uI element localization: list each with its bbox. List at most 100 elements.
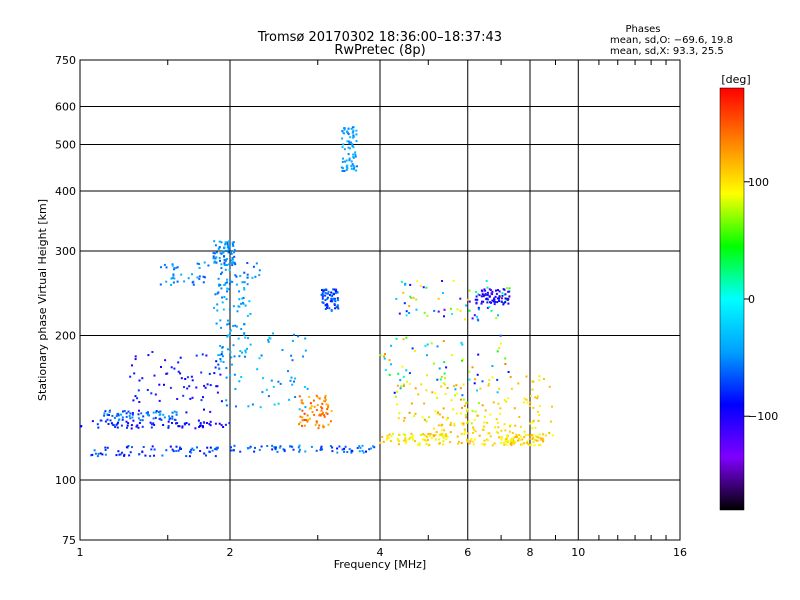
data-point [190, 448, 193, 451]
data-point [503, 423, 506, 426]
data-point [411, 347, 414, 350]
data-point [347, 146, 350, 149]
data-point [427, 439, 429, 442]
data-point [191, 396, 194, 399]
data-point [315, 421, 318, 424]
data-point [442, 407, 445, 410]
data-point [120, 413, 122, 416]
data-point [127, 445, 130, 447]
data-point [426, 314, 429, 317]
data-point [334, 299, 336, 302]
data-point [441, 432, 444, 435]
data-point [291, 383, 294, 386]
data-point [445, 418, 448, 421]
data-point [330, 297, 333, 300]
data-point [209, 410, 212, 413]
x-tick-label: 8 [527, 546, 534, 559]
data-point [433, 427, 435, 430]
data-point [215, 261, 218, 264]
data-point [398, 412, 401, 415]
data-point [151, 445, 154, 448]
data-point [343, 170, 346, 172]
data-point [318, 424, 321, 427]
data-point [212, 252, 215, 254]
data-point [246, 273, 249, 276]
data-point [408, 411, 411, 414]
data-point [423, 402, 426, 405]
data-point [459, 387, 462, 390]
data-point [538, 379, 541, 382]
data-point [500, 429, 503, 432]
data-point [128, 415, 131, 417]
data-point [342, 157, 344, 160]
data-point [507, 439, 510, 442]
data-point [426, 343, 429, 346]
data-point [183, 422, 186, 425]
data-point [510, 444, 513, 447]
data-point [214, 293, 217, 296]
data-point [536, 397, 539, 400]
data-point [506, 441, 509, 444]
data-point [529, 401, 532, 404]
data-point [144, 454, 147, 457]
data-point [298, 423, 300, 426]
data-point [222, 308, 225, 311]
data-point [327, 292, 330, 295]
data-point [493, 442, 496, 445]
data-point [167, 425, 170, 428]
data-point [403, 417, 406, 420]
data-point [358, 445, 361, 448]
data-point [521, 438, 524, 441]
data-point [351, 450, 354, 453]
data-point [522, 401, 525, 404]
data-point [154, 393, 157, 396]
x-tick-label: 16 [673, 546, 687, 559]
data-point [316, 396, 319, 399]
data-point [104, 449, 107, 451]
data-point [346, 451, 349, 453]
data-point [396, 403, 399, 406]
data-point [179, 446, 181, 449]
data-point [215, 256, 218, 259]
x-tick-label: 1 [77, 546, 84, 559]
data-point [342, 143, 345, 146]
data-point [341, 146, 344, 149]
data-point [440, 375, 443, 378]
data-point [327, 404, 330, 407]
data-point [163, 383, 165, 386]
data-point [224, 423, 227, 426]
data-point [400, 385, 403, 388]
data-point [229, 330, 232, 333]
data-point [199, 422, 202, 425]
data-point [428, 416, 430, 419]
data-point [183, 280, 186, 283]
data-point [215, 385, 218, 388]
data-point [352, 129, 355, 132]
data-point [442, 292, 444, 294]
data-point [115, 415, 118, 418]
data-point [288, 398, 291, 401]
data-point [303, 412, 306, 415]
data-point [331, 446, 334, 449]
data-point [220, 326, 222, 329]
data-point [431, 391, 434, 394]
data-point [531, 427, 534, 430]
data-point [486, 286, 489, 289]
data-point [324, 304, 327, 307]
data-point [433, 362, 435, 365]
data-point [190, 451, 193, 454]
data-point [162, 413, 165, 416]
data-point [307, 419, 310, 421]
data-point [355, 129, 358, 132]
data-point [149, 421, 152, 424]
data-point [213, 261, 216, 264]
data-point [116, 422, 119, 425]
data-point [237, 337, 240, 340]
colorbar-tick-label: 0 [748, 293, 755, 306]
data-point [188, 423, 191, 426]
data-point [481, 443, 484, 445]
data-point [173, 410, 176, 413]
data-point [446, 435, 449, 438]
data-point [468, 289, 471, 292]
data-point [306, 420, 309, 423]
